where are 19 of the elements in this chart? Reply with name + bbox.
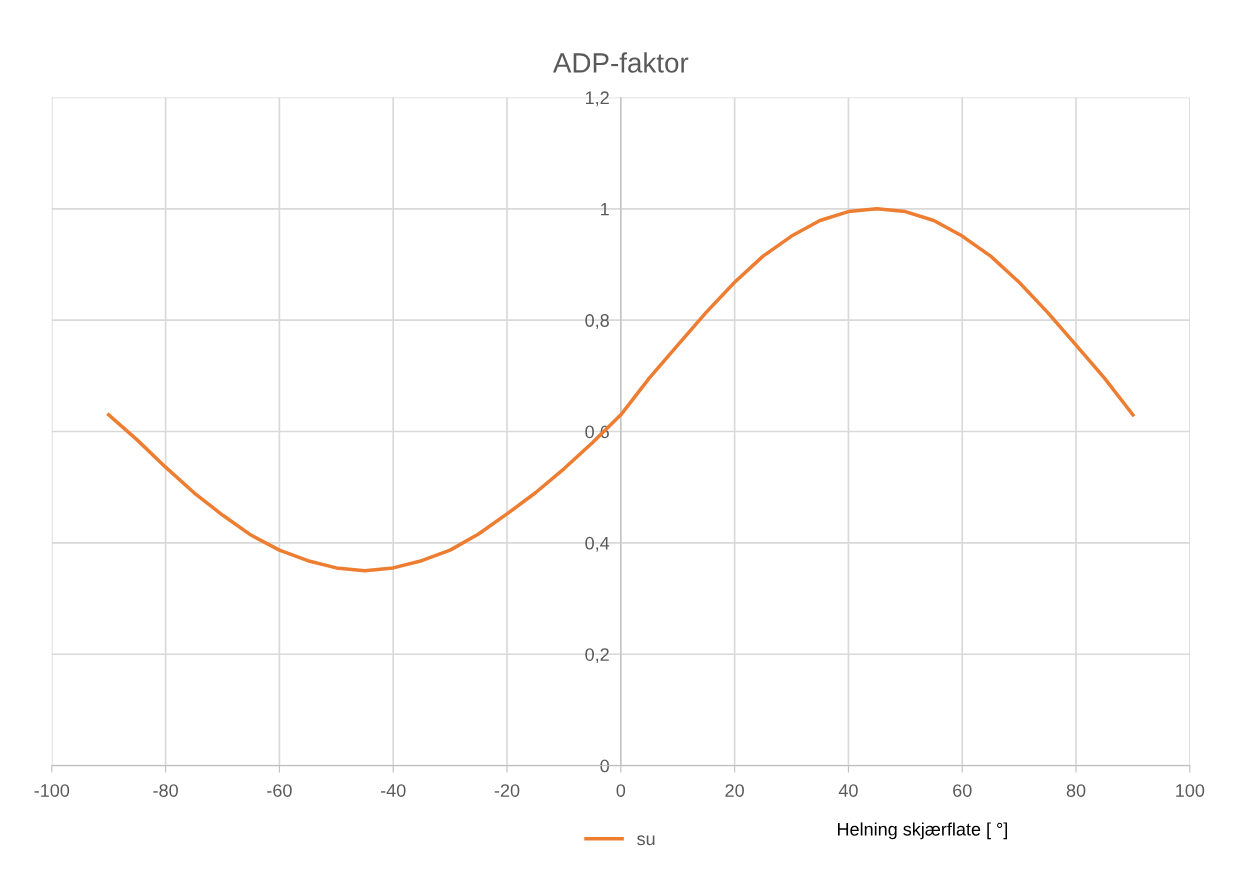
- x-tick-label: 100: [1176, 784, 1205, 797]
- x-tick-label: -80: [153, 784, 178, 797]
- x-axis-title: Helning skjærflate [ °]: [837, 822, 1008, 840]
- x-tick-label: 60: [953, 784, 972, 797]
- x-tick-label: -40: [380, 784, 406, 797]
- y-tick-label: 0,8: [585, 314, 609, 330]
- legend-label: su: [637, 835, 655, 846]
- x-tick-label: -20: [494, 784, 520, 797]
- y-tick-label: 1: [601, 202, 609, 216]
- x-tick-label: -60: [267, 784, 292, 797]
- x-tick-label: 20: [725, 784, 744, 797]
- x-tick-label: 40: [838, 784, 858, 797]
- x-tick-label: 80: [1066, 784, 1086, 797]
- y-tick-label: 1,2: [585, 91, 609, 107]
- chart-title: ADP-faktor: [552, 52, 689, 73]
- x-tick-label: -100: [34, 784, 70, 797]
- y-tick-label: 0,2: [585, 648, 609, 664]
- y-tick-label: 0,4: [585, 536, 610, 552]
- x-tick-label: 0: [616, 784, 626, 797]
